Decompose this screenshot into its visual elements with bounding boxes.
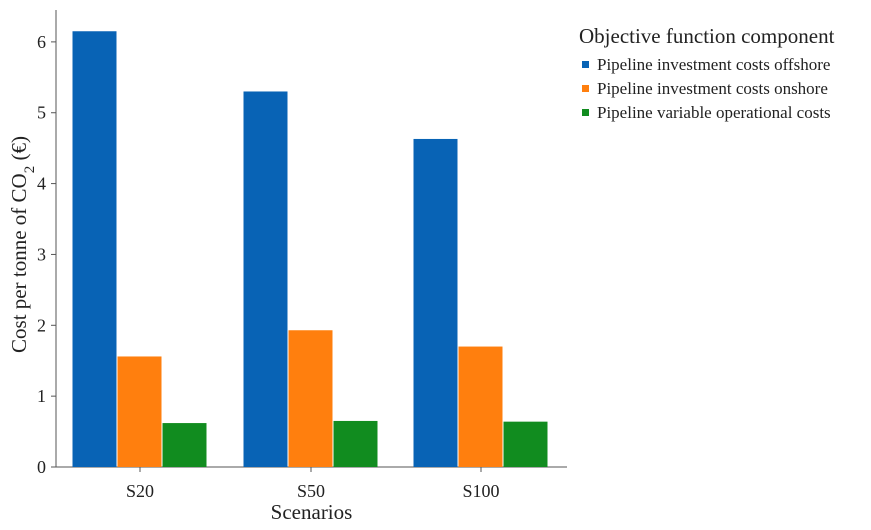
- y-tick-label: 6: [37, 32, 46, 52]
- x-ticks: S20 S50 S100: [126, 467, 500, 501]
- bar: [162, 423, 207, 467]
- y-tick-label: 4: [37, 174, 46, 194]
- bar: [117, 356, 162, 467]
- legend-label: Pipeline investment costs onshore: [597, 79, 828, 98]
- y-tick-label: 0: [37, 457, 46, 477]
- legend: Objective function component Pipeline in…: [579, 24, 835, 122]
- bar: [413, 138, 458, 467]
- bar: [458, 346, 503, 467]
- bar: [503, 421, 548, 467]
- bar: [243, 91, 288, 467]
- legend-swatch: [582, 85, 589, 92]
- y-tick-label: 2: [37, 315, 46, 335]
- x-tick-label: S20: [126, 481, 154, 501]
- bar: [333, 420, 378, 467]
- x-tick-label: S50: [297, 481, 325, 501]
- legend-label: Pipeline investment costs offshore: [597, 55, 830, 74]
- y-ticks: 0 1 2 3 4 5 6: [37, 32, 56, 477]
- x-tick-label: S100: [462, 481, 499, 501]
- y-tick-label: 5: [37, 103, 46, 123]
- y-tick-label: 3: [37, 244, 46, 264]
- y-axis-label-suffix: (€): [7, 136, 31, 166]
- bar: [288, 330, 333, 467]
- legend-swatch: [582, 109, 589, 116]
- x-axis-label: Scenarios: [271, 500, 353, 524]
- legend-label: Pipeline variable operational costs: [597, 103, 831, 122]
- bar: [72, 31, 117, 468]
- y-tick-label: 1: [37, 386, 46, 406]
- bars: [72, 31, 548, 468]
- legend-title: Objective function component: [579, 24, 835, 48]
- legend-swatch: [582, 61, 589, 68]
- y-axis-label-subscript: 2: [22, 166, 38, 174]
- y-axis-label: Cost per tonne of CO2 (€): [7, 136, 38, 353]
- y-axis-label-main: Cost per tonne of CO: [7, 173, 31, 353]
